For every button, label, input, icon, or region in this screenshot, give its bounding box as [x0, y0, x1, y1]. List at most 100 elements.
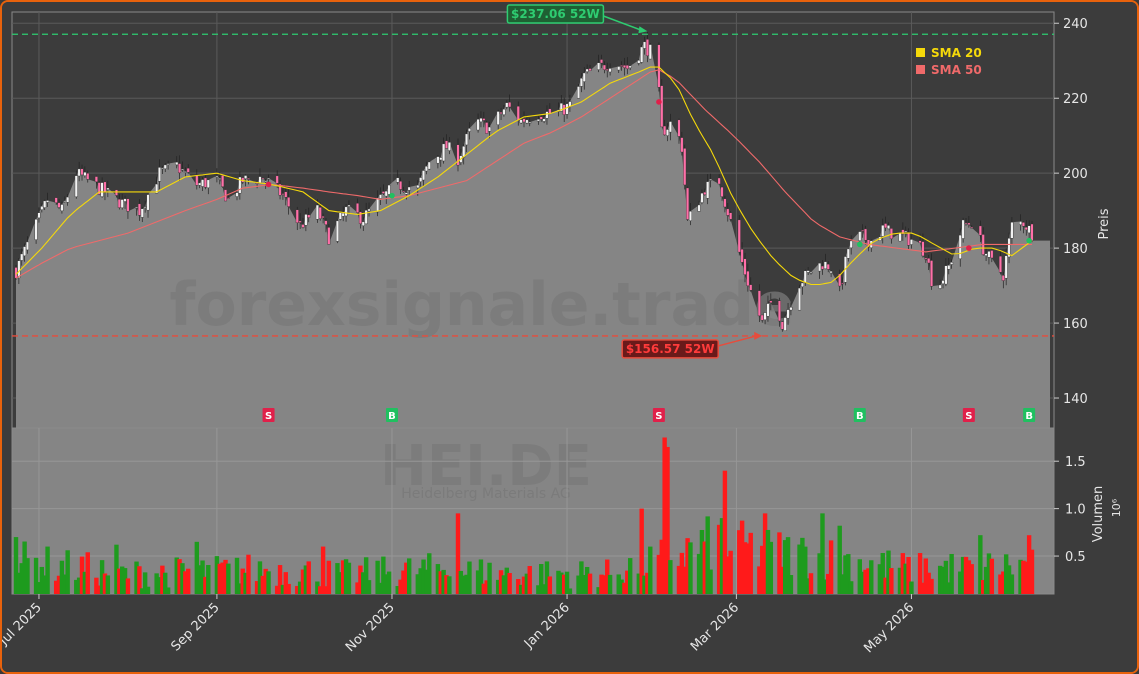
volume-bar: [406, 558, 412, 594]
candle-body: [301, 224, 305, 228]
volume-bar: [263, 568, 268, 594]
volume-bar: [119, 566, 125, 594]
candle-body: [66, 196, 70, 203]
candle-body: [617, 66, 621, 71]
volume-bar: [949, 553, 954, 594]
volume-bar: [404, 562, 409, 594]
price-area-fill: [16, 41, 1050, 429]
volume-bar: [883, 577, 888, 594]
volume-bar: [226, 563, 231, 594]
candle-body: [964, 222, 968, 224]
candle-body: [258, 176, 262, 184]
volume-bar: [183, 571, 188, 594]
volume-bar: [200, 560, 205, 594]
volume-bar: [85, 552, 90, 594]
volume-bar: [455, 513, 461, 594]
sma20-line: [15, 66, 1033, 286]
signal-marker-label: B: [1025, 411, 1033, 422]
volume-bar: [157, 577, 162, 594]
volume-bar: [679, 552, 685, 594]
volume-bar: [1026, 535, 1032, 594]
candle-body: [757, 290, 761, 317]
candle-body: [763, 312, 767, 320]
candle-body: [680, 137, 684, 153]
volume-bar: [848, 581, 854, 594]
price-panel: forexsignale.trade $237.06 52W $156.57 5…: [11, 4, 1112, 429]
volume-bar: [737, 530, 742, 594]
signal-marker-label: S: [965, 411, 972, 422]
candle-body: [599, 59, 603, 64]
volume-bar: [203, 576, 208, 594]
candle-body: [522, 118, 526, 123]
volume-bar: [866, 568, 871, 594]
candle-body: [508, 102, 512, 108]
volume-bar: [544, 561, 550, 594]
volume-bar: [105, 575, 111, 594]
volume-bar: [22, 541, 27, 594]
volume-bar: [966, 560, 972, 594]
volume-bar: [481, 583, 487, 594]
volume-bar: [1021, 560, 1026, 594]
volume-bar: [386, 571, 392, 594]
candle-body: [717, 177, 721, 185]
sell-signal-dot: [265, 181, 272, 188]
volume-bar: [82, 571, 88, 594]
volume-bar: [137, 566, 142, 594]
volume-bar: [886, 550, 891, 594]
candle-body: [356, 203, 360, 213]
volume-bar: [206, 565, 211, 594]
legend-label-sma50: SMA 50: [931, 63, 982, 77]
candle-body: [909, 239, 913, 245]
candle-body: [238, 176, 242, 194]
candle-body: [126, 198, 130, 212]
candle-body: [140, 208, 144, 218]
candle-body: [1001, 275, 1005, 281]
volume-bar: [564, 571, 570, 594]
volume-bar: [444, 575, 449, 594]
candle-body: [281, 193, 285, 195]
candle-body: [63, 200, 67, 202]
volume-bar: [507, 573, 512, 594]
candle-body: [135, 207, 139, 209]
52w-high-arrowhead: [638, 26, 648, 34]
volume-bar: [246, 554, 251, 594]
candle-body: [335, 220, 339, 242]
candle-body: [700, 192, 704, 203]
volume-bar: [99, 560, 105, 594]
candle-body: [123, 198, 127, 202]
candle-body: [496, 111, 500, 125]
volume-bar: [94, 577, 99, 594]
candle-body: [57, 202, 61, 208]
volume-bar: [900, 553, 906, 594]
candle-body: [399, 181, 403, 190]
52w-high-label-box: [506, 4, 605, 24]
candle-body: [582, 72, 586, 82]
candle-body: [180, 168, 184, 171]
volume-bar: [438, 571, 443, 594]
volume-bar: [719, 518, 725, 594]
volume-bar: [447, 576, 452, 594]
candle-body: [548, 108, 552, 114]
candle-body: [178, 163, 182, 174]
candle-body: [344, 206, 348, 217]
volume-bar: [19, 563, 24, 594]
candle-body: [947, 265, 951, 270]
candle-body: [100, 182, 104, 197]
volume-bar: [62, 574, 67, 594]
candle-body: [519, 119, 523, 124]
candle-body: [358, 211, 362, 224]
volume-bar: [782, 540, 788, 594]
candle-body: [826, 263, 830, 270]
legend-swatch-sma50: [916, 65, 925, 74]
candle-body: [927, 258, 931, 264]
candle-body: [858, 231, 862, 241]
volume-bar: [748, 532, 753, 594]
price-tick-label: 200: [1063, 167, 1088, 182]
volume-bar: [636, 573, 642, 594]
candle-body: [577, 86, 581, 99]
volume-bar: [501, 575, 507, 594]
volume-bar: [705, 516, 710, 594]
candle-body: [740, 249, 744, 263]
candle-body: [381, 191, 385, 194]
